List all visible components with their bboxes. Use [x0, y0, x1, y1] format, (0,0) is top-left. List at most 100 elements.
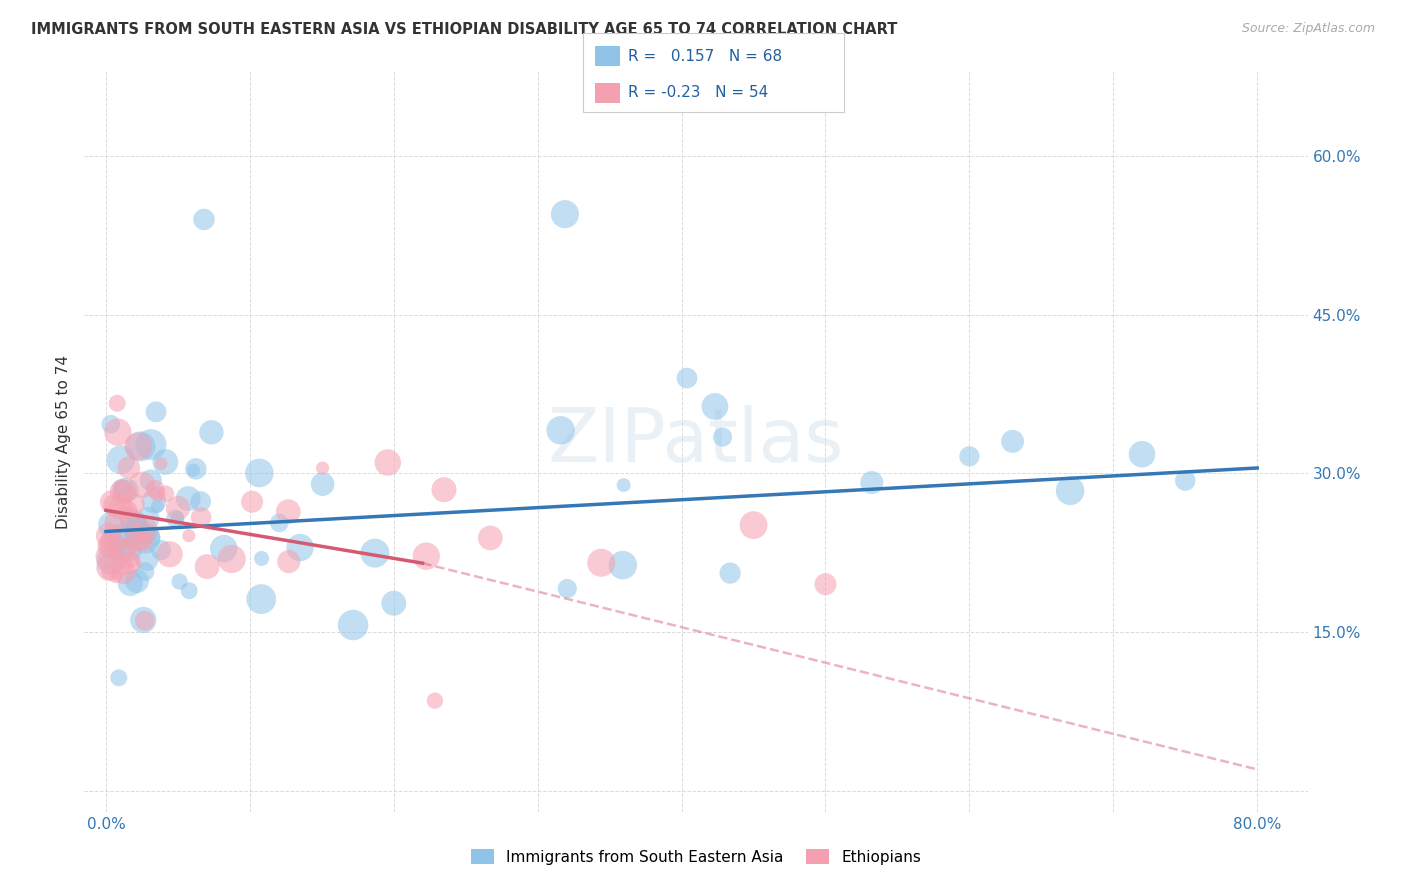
Point	[125, 519, 148, 533]
Point	[269, 516, 291, 530]
Point	[125, 574, 148, 588]
Text: R = -0.23   N = 54: R = -0.23 N = 54	[628, 86, 769, 100]
Point	[591, 556, 613, 570]
Point	[134, 614, 156, 628]
Point	[165, 511, 187, 525]
Point	[104, 516, 127, 530]
Point	[814, 577, 837, 591]
Point	[718, 566, 741, 581]
Point	[112, 484, 135, 499]
Point	[150, 457, 173, 471]
Point	[111, 558, 134, 572]
Point	[125, 517, 148, 532]
Point	[240, 495, 263, 509]
Point	[166, 510, 188, 524]
Point	[127, 532, 149, 546]
Point	[110, 481, 132, 495]
Point	[277, 555, 299, 569]
Point	[124, 524, 146, 538]
Point	[190, 494, 212, 508]
Point	[146, 486, 169, 500]
Point	[117, 539, 139, 553]
Point	[860, 475, 883, 490]
Point	[134, 565, 156, 579]
Point	[183, 463, 205, 477]
Point	[108, 671, 131, 685]
Point	[101, 537, 124, 551]
Point	[364, 546, 387, 560]
Point	[247, 466, 270, 480]
Point	[433, 483, 456, 497]
Point	[97, 549, 120, 564]
Point	[134, 531, 156, 545]
Point	[104, 569, 127, 583]
Point	[132, 613, 155, 627]
Point	[1174, 474, 1197, 488]
Point	[184, 462, 207, 476]
Point	[179, 583, 201, 598]
Point	[112, 543, 135, 558]
Point	[110, 453, 132, 467]
Point	[195, 559, 218, 574]
Point	[136, 511, 159, 525]
Point	[1130, 447, 1153, 461]
Point	[122, 497, 145, 511]
Point	[177, 491, 200, 506]
Point	[121, 536, 143, 550]
Point	[115, 483, 138, 498]
Point	[1001, 434, 1024, 449]
Point	[100, 417, 122, 431]
Point	[145, 405, 167, 419]
Point	[167, 501, 190, 516]
Text: IMMIGRANTS FROM SOUTH EASTERN ASIA VS ETHIOPIAN DISABILITY AGE 65 TO 74 CORRELAT: IMMIGRANTS FROM SOUTH EASTERN ASIA VS ET…	[31, 22, 897, 37]
Point	[143, 483, 166, 497]
Point	[342, 618, 364, 632]
Point	[554, 207, 576, 221]
Point	[612, 558, 634, 573]
Point	[423, 694, 446, 708]
Y-axis label: Disability Age 65 to 74: Disability Age 65 to 74	[56, 354, 72, 529]
Point	[104, 545, 127, 559]
Point	[131, 477, 153, 491]
Point	[129, 439, 152, 453]
Point	[311, 477, 333, 491]
Point	[150, 543, 173, 558]
Point	[200, 425, 222, 440]
Point	[250, 551, 273, 566]
Point	[479, 531, 502, 545]
Point	[139, 437, 162, 451]
Point	[703, 400, 725, 414]
Point	[97, 529, 120, 543]
Point	[711, 430, 734, 444]
Point	[193, 212, 215, 227]
Point	[98, 560, 121, 574]
Point	[288, 541, 311, 555]
Point	[97, 539, 120, 553]
Point	[122, 516, 145, 531]
Point	[101, 495, 124, 509]
Point	[117, 503, 139, 517]
Point	[555, 582, 578, 596]
Point	[169, 574, 191, 589]
Text: Source: ZipAtlas.com: Source: ZipAtlas.com	[1241, 22, 1375, 36]
Point	[107, 425, 129, 439]
Point	[311, 461, 333, 475]
Point	[212, 541, 235, 556]
Point	[105, 396, 128, 410]
Point	[250, 592, 273, 607]
Point	[957, 450, 980, 464]
Point	[135, 527, 157, 541]
Point	[155, 486, 177, 500]
Point	[415, 549, 437, 564]
Point	[132, 534, 155, 549]
Point	[139, 474, 162, 488]
Point	[221, 552, 243, 566]
Point	[377, 456, 399, 470]
Point	[382, 596, 405, 610]
Point	[118, 510, 141, 524]
Point	[103, 499, 125, 513]
Text: ZIPatlas: ZIPatlas	[548, 405, 844, 478]
Point	[135, 552, 157, 566]
Point	[742, 518, 765, 533]
Point	[121, 552, 143, 566]
